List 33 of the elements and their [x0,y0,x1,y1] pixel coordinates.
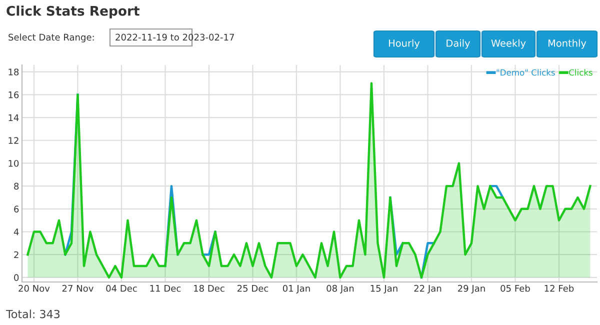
x-tick-label: 08 Jan [326,284,354,294]
y-tick-label: 12 [8,137,18,144]
x-tick-label: 15 Jan [370,285,398,294]
y-tick-label: 8 [14,182,19,190]
x-tick-label: 22 Jan [414,284,442,294]
text: Monthly [548,39,586,49]
y-tick-label: 14 [8,114,19,121]
legend-label: Clicks [569,69,592,76]
legend-label: "Demo" Clicks [496,69,555,76]
x-tick-label: 01 Jan [282,284,310,294]
y-tick-label: 4 [14,228,19,236]
x-tick-label: 11 Dec [150,285,181,292]
x-tick-label: 12 Feb [544,284,574,292]
y-tick-label: 6 [14,206,19,212]
x-tick-label: 25 Dec [237,284,268,292]
chart-title: Click Stats Report [6,6,140,18]
x-tick-label: 05 Feb [500,284,530,292]
text: 2022-11-19 to 2023-02-17 [116,34,234,41]
y-tick-label: 2 [14,251,18,258]
y-tick-label: 10 [8,160,19,167]
x-tick-label: 29 Jan [458,284,485,294]
y-tick-label: 0 [14,274,19,281]
x-tick-label: 04 Dec [106,284,137,292]
text: Total: 343 [6,310,60,318]
text: Daily [446,39,470,49]
y-tick-label: 16 [8,91,19,98]
y-tick-label: 18 [8,68,19,76]
x-tick-label: 27 Nov [62,284,94,292]
text: Hourly [389,39,420,49]
text: Select Date Range: [8,34,94,42]
x-tick-label: 18 Dec [194,284,224,292]
x-tick-label: 20 Nov [18,284,50,292]
text: Weekly [491,39,526,49]
